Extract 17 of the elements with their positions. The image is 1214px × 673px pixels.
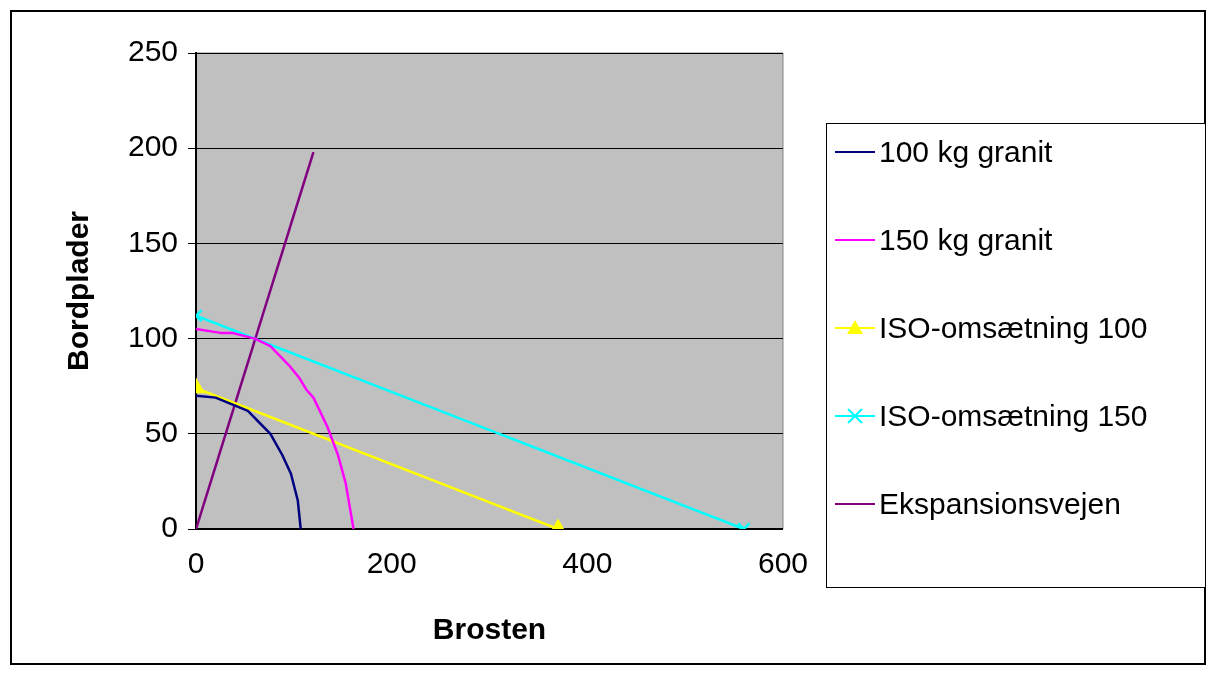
legend-label: ISO-omsætning 150 [879, 398, 1149, 434]
legend-label: Ekspansionsvejen [879, 486, 1122, 522]
y-tick-label: 200 [127, 129, 179, 163]
x-tick-label: 0 [187, 546, 205, 580]
y-tick-label: 150 [127, 224, 179, 258]
y-axis-title: Bordplader [61, 210, 95, 372]
legend-label: 150 kg granit [879, 222, 1054, 258]
y-tick-label: 50 [144, 415, 179, 449]
x-tick-label: 400 [562, 546, 613, 580]
x-axis-title: Brosten [432, 612, 547, 646]
x-tick-label: 600 [757, 546, 808, 580]
legend-label: ISO-omsætning 100 [879, 310, 1149, 346]
y-tick-label: 250 [127, 34, 179, 68]
y-tick-label: 100 [127, 319, 179, 353]
x-tick-label: 200 [366, 546, 417, 580]
y-tick-label: 0 [161, 510, 179, 544]
legend-label: 100 kg granit [879, 134, 1054, 170]
